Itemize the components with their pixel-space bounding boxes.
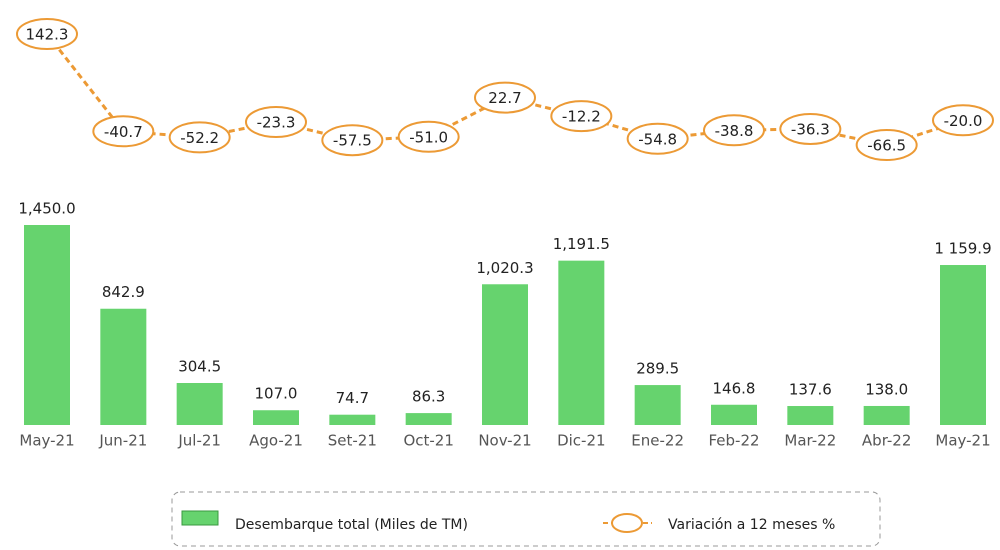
point-label: -54.8: [638, 130, 677, 148]
line-point: [626, 122, 689, 155]
line-point: [92, 115, 155, 148]
bar: [787, 406, 834, 425]
bar-label: 842.9: [102, 283, 145, 301]
line-point: [779, 112, 842, 145]
x-tick-label: Jul-21: [177, 432, 221, 450]
x-tick-label: Mar-22: [784, 432, 836, 450]
bar: [634, 385, 681, 425]
bar: [100, 308, 147, 425]
x-tick-label: May-21: [19, 432, 74, 450]
bar: [711, 404, 757, 425]
point-label: -20.0: [944, 112, 983, 130]
legend-label: Desembarque total (Miles de TM): [235, 517, 468, 533]
x-tick-label: Oct-21: [403, 432, 453, 450]
bar-label: 289.5: [636, 360, 679, 378]
x-tick-label: Dic-21: [557, 432, 605, 450]
x-tick-label: Feb-22: [708, 432, 759, 450]
point-label: -57.5: [333, 132, 372, 150]
point-label: -36.3: [791, 120, 830, 138]
bar: [482, 284, 528, 425]
legend-swatch: [181, 510, 219, 526]
line-point: [321, 124, 384, 157]
point-label: -23.3: [257, 114, 296, 132]
bar-label: 1,020.3: [476, 259, 533, 277]
bar-label: 146.8: [713, 379, 756, 397]
line-point: [397, 120, 460, 153]
point-label: -52.2: [180, 129, 219, 147]
line-point: [703, 114, 765, 147]
point-label: 22.7: [488, 89, 521, 107]
bar: [176, 383, 223, 425]
line-point: [932, 104, 994, 137]
bar: [24, 225, 70, 425]
bar: [253, 410, 299, 425]
bar: [405, 413, 452, 425]
legend-box: [171, 491, 881, 547]
line-point: [855, 129, 918, 161]
point-label: -40.7: [104, 123, 143, 141]
x-tick-label: Ago-21: [249, 432, 303, 450]
point-label: -51.0: [409, 128, 448, 146]
bar: [940, 265, 986, 425]
bar: [863, 405, 910, 425]
point-label: -66.5: [867, 137, 906, 155]
bar-label: 1,191.5: [553, 235, 610, 253]
legend-marker: [611, 513, 643, 533]
bar-label: 304.5: [178, 358, 221, 376]
bar-label: 137.6: [789, 381, 832, 399]
x-tick-label: Set-21: [328, 432, 377, 450]
x-tick-label: Jun-21: [98, 432, 147, 450]
x-tick-label: Nov-21: [478, 432, 531, 450]
line-point: [245, 106, 307, 139]
bar-label: 74.7: [336, 389, 369, 407]
x-tick-label: May-21: [935, 432, 990, 450]
point-label: -12.2: [562, 108, 601, 126]
legend-label: Variación a 12 meses %: [668, 517, 835, 533]
line-point: [474, 81, 536, 114]
line-point: [550, 100, 613, 133]
line-point: [168, 121, 231, 154]
bar-label: 138.0: [865, 380, 908, 398]
point-label: 142.3: [26, 26, 69, 44]
bar: [558, 260, 605, 425]
bar-label: 1,450.0: [18, 200, 75, 218]
bar: [329, 414, 376, 425]
bar-label: 1 159.9: [934, 240, 991, 258]
line-point: [16, 18, 78, 50]
bar-label: 107.0: [255, 385, 298, 403]
x-tick-label: Ene-22: [631, 432, 684, 450]
x-tick-label: Abr-22: [862, 432, 912, 450]
bar-label: 86.3: [412, 388, 445, 406]
point-label: -38.8: [715, 122, 754, 140]
